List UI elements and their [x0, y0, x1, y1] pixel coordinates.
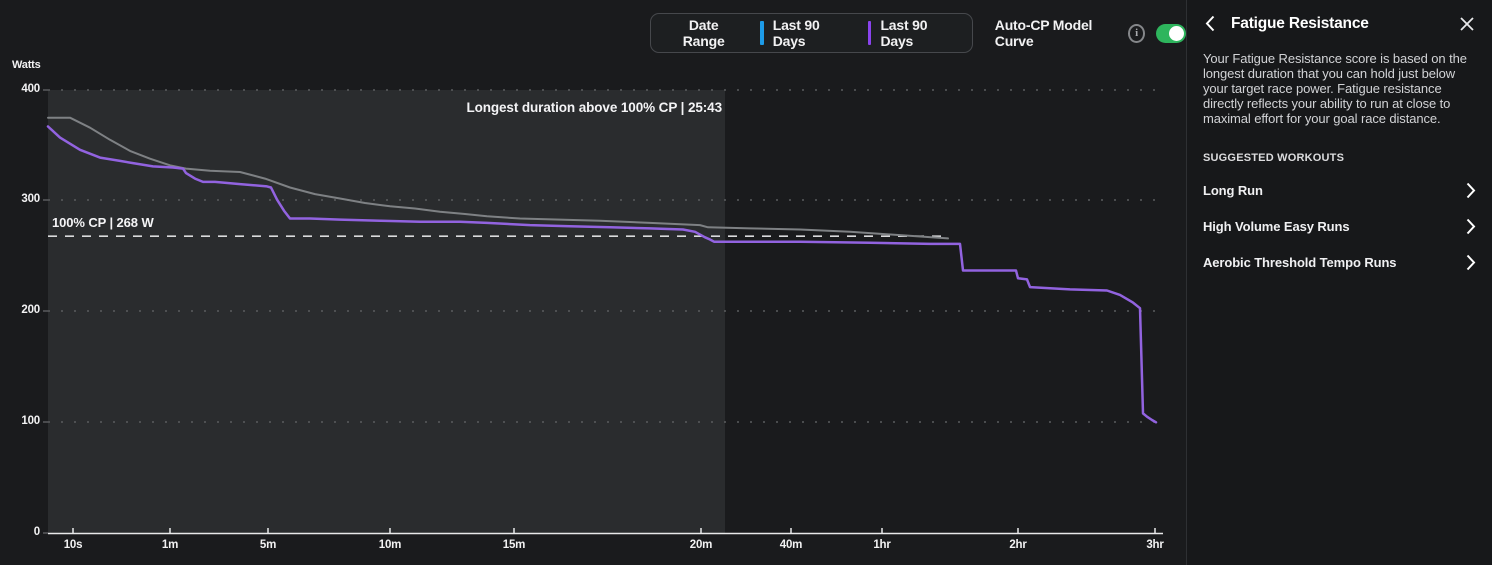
close-button[interactable]: [1458, 15, 1476, 33]
range-selector-1[interactable]: Last 90 Days: [760, 17, 844, 49]
y-tick-label: 400: [21, 83, 40, 95]
workout-item-label: Aerobic Threshold Tempo Runs: [1203, 254, 1397, 270]
date-range-group: Date Range Last 90 Days Last 90 Days: [650, 13, 973, 53]
range-selector-2-label: Last 90 Days: [880, 17, 928, 49]
workout-item-long-run[interactable]: Long Run: [1187, 172, 1492, 208]
chevron-right-icon: [1466, 218, 1476, 234]
y-tick-label: 200: [21, 304, 40, 316]
x-tick-label: 10s: [63, 539, 83, 551]
y-axis-title: Watts: [12, 59, 41, 71]
series-auto-cp-model-curve: [47, 116, 949, 240]
x-tick-label: 1m: [161, 539, 179, 551]
x-tick-label: 15m: [502, 539, 526, 551]
y-tick-label: 100: [21, 415, 40, 427]
power-duration-chart-canvas[interactable]: [0, 0, 1186, 565]
y-tick-label: 0: [33, 526, 40, 538]
panel-description: Your Fatigue Resistance score is based o…: [1203, 51, 1467, 126]
fatigue-resistance-panel: Fatigue Resistance Your Fatigue Resistan…: [1186, 0, 1492, 565]
cp-line-label: 100% CP | 268 W: [52, 215, 154, 230]
chart-controls: Date Range Last 90 Days Last 90 Days Aut…: [650, 13, 1186, 53]
longest-duration-annotation: Longest duration above 100% CP | 25:43: [466, 100, 722, 115]
x-tick-label: 2hr: [1009, 539, 1027, 551]
date-range-button[interactable]: Date Range: [671, 17, 736, 49]
back-button[interactable]: [1203, 13, 1217, 34]
power-duration-chart: Watts Longest duration above 100% CP | 2…: [0, 0, 1186, 565]
workout-item-aerobic-threshold-tempo-runs[interactable]: Aerobic Threshold Tempo Runs: [1187, 244, 1492, 280]
info-icon[interactable]: i: [1128, 23, 1146, 43]
range-selector-2[interactable]: Last 90 Days: [868, 17, 952, 49]
chevron-right-icon: [1466, 182, 1476, 198]
x-tick-label: 1hr: [873, 539, 891, 551]
series-last-90-days: [46, 125, 1158, 424]
suggested-workouts-header: SUGGESTED WORKOUTS: [1203, 152, 1345, 164]
toggle-knob: [1169, 25, 1184, 41]
x-tick-label: 5m: [259, 539, 277, 551]
workout-list: Long Run High Volume Easy Runs Aerobic T…: [1187, 172, 1492, 280]
auto-cp-toggle[interactable]: [1156, 23, 1186, 43]
x-tick-label: 20m: [689, 539, 713, 551]
panel-header: Fatigue Resistance: [1187, 0, 1492, 34]
close-icon: [1460, 16, 1474, 31]
auto-cp-control: Auto-CP Model Curve i: [995, 17, 1186, 49]
x-tick-label: 10m: [378, 539, 402, 551]
purple-accent-bar: [868, 21, 872, 45]
x-tick-label: 3hr: [1146, 539, 1164, 551]
x-tick-label: 40m: [779, 539, 803, 551]
panel-title: Fatigue Resistance: [1231, 14, 1369, 32]
range-selector-1-label: Last 90 Days: [772, 17, 820, 49]
workout-item-label: Long Run: [1203, 182, 1263, 198]
chevron-left-icon: [1205, 15, 1215, 32]
y-tick-label: 300: [21, 193, 40, 205]
auto-cp-label: Auto-CP Model Curve: [994, 17, 1093, 49]
chevron-right-icon: [1466, 254, 1476, 270]
workout-item-label: High Volume Easy Runs: [1203, 218, 1350, 234]
workout-item-high-volume-easy-runs[interactable]: High Volume Easy Runs: [1187, 208, 1492, 244]
blue-accent-bar: [760, 21, 764, 45]
